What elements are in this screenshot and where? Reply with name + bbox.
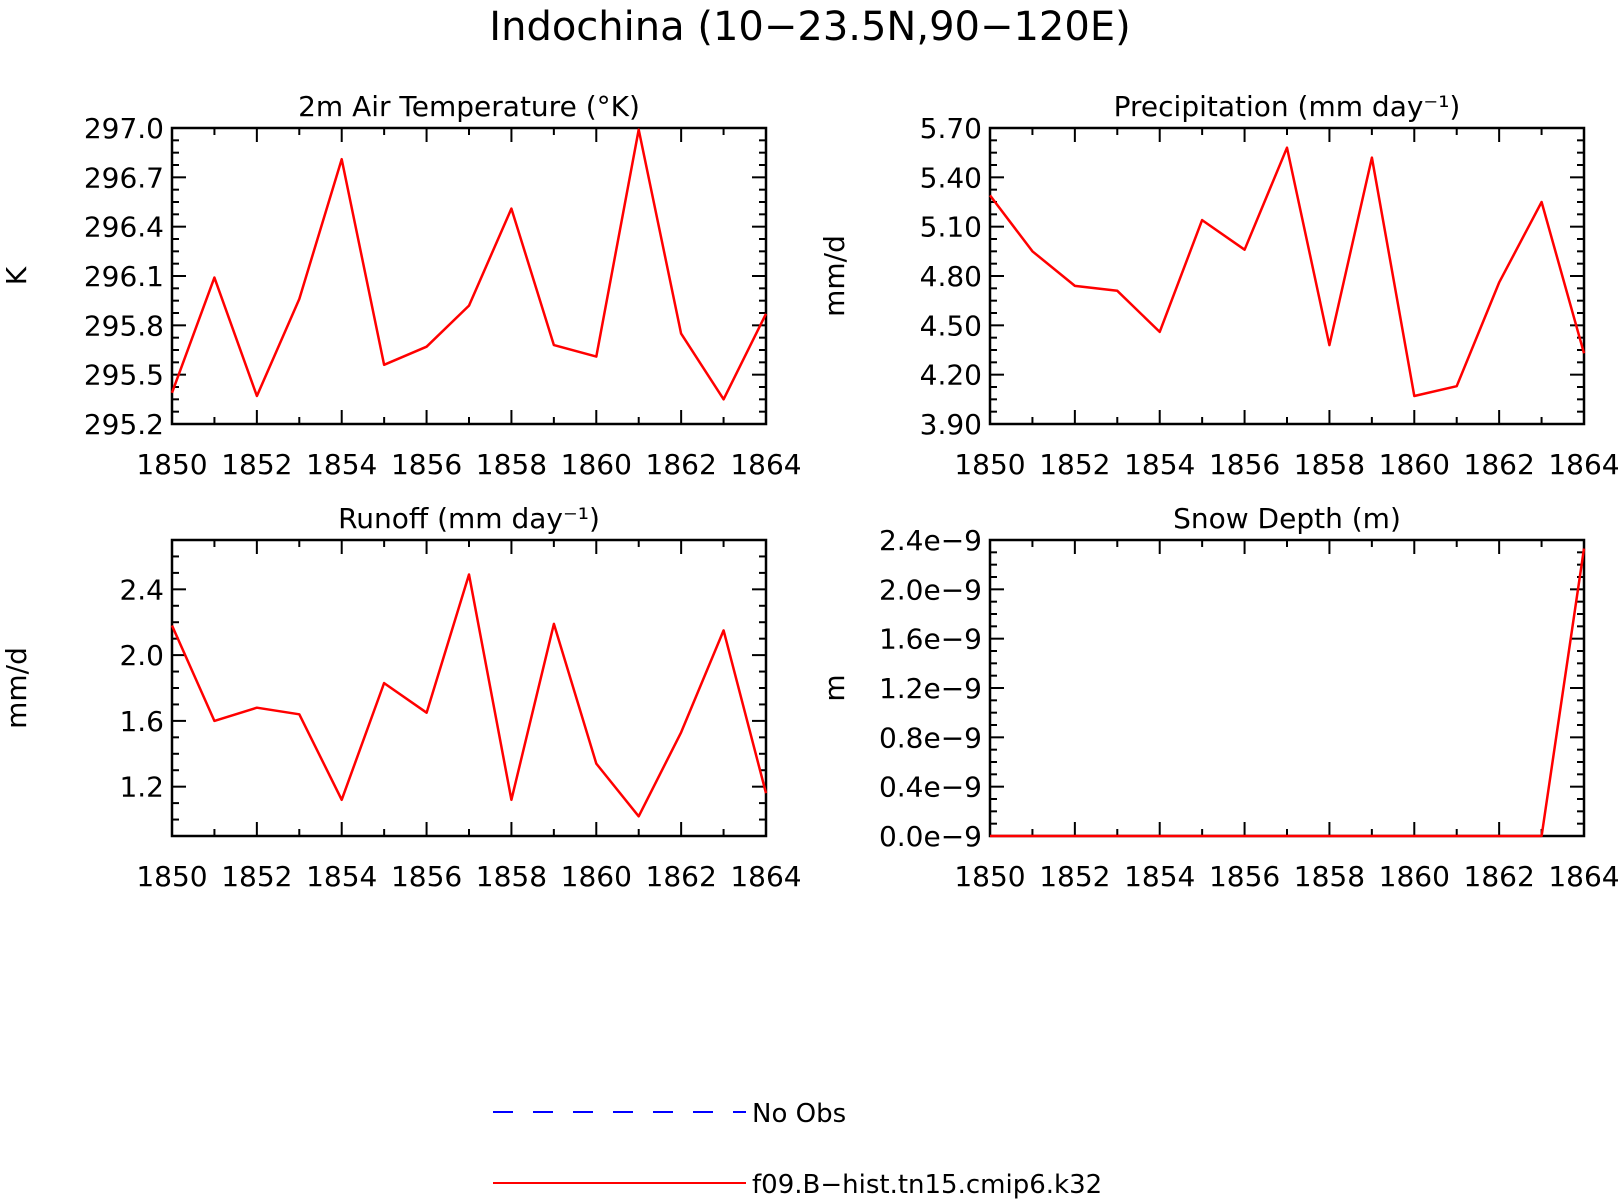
y-axis-label: m xyxy=(818,674,851,701)
x-tick-label: 1858 xyxy=(1294,448,1365,481)
x-tick-label: 1860 xyxy=(561,448,632,481)
y-tick-label: 297.0 xyxy=(84,112,164,145)
panel-title: Runoff (mm day⁻¹) xyxy=(338,502,600,535)
y-tick-label: 4.20 xyxy=(920,359,982,392)
x-tick-label: 1858 xyxy=(476,448,547,481)
x-tick-label: 1854 xyxy=(1124,860,1195,893)
x-tick-label: 1854 xyxy=(306,448,377,481)
y-tick-label: 2.4e−9 xyxy=(879,524,982,557)
y-tick-label: 296.4 xyxy=(84,211,164,244)
x-tick-label: 1852 xyxy=(1039,860,1110,893)
y-tick-label: 296.7 xyxy=(84,161,164,194)
x-tick-label: 1856 xyxy=(1209,448,1280,481)
legend: No Obs f09.B−hist.tn15.cmip6.k32 xyxy=(493,1099,1102,1200)
x-tick-label: 1852 xyxy=(221,448,292,481)
plot-frame xyxy=(170,126,768,426)
y-tick-label: 2.0e−9 xyxy=(879,573,982,606)
y-tick-label: 2.4 xyxy=(119,573,164,606)
panel-title: Precipitation (mm day⁻¹) xyxy=(1114,90,1461,123)
plot-frame xyxy=(170,538,768,838)
y-tick-label: 295.8 xyxy=(84,309,164,342)
panel-title: 2m Air Temperature (°K) xyxy=(298,90,640,123)
x-tick-label: 1856 xyxy=(391,860,462,893)
x-tick-label: 1860 xyxy=(1379,448,1450,481)
x-tick-label: 1850 xyxy=(954,860,1025,893)
x-tick-label: 1864 xyxy=(730,448,801,481)
series-line xyxy=(170,573,768,818)
x-tick-label: 1858 xyxy=(1294,860,1365,893)
y-tick-label: 5.40 xyxy=(920,161,982,194)
x-tick-label: 1864 xyxy=(1548,448,1619,481)
x-tick-label: 1850 xyxy=(136,448,207,481)
figure-title: Indochina (10−23.5N,90−120E) xyxy=(489,4,1130,50)
y-tick-label: 0.8e−9 xyxy=(879,721,982,754)
y-tick-label: 1.6 xyxy=(119,705,164,738)
x-tick-label: 1850 xyxy=(954,448,1025,481)
x-tick-label: 1862 xyxy=(646,448,717,481)
panel-air-temperature: 2m Air Temperature (°K) K 1850 1852 1854 1856… xyxy=(0,90,802,481)
x-tick-label: 1854 xyxy=(306,860,377,893)
panel-title: Snow Depth (m) xyxy=(1173,502,1401,535)
y-tick-label: 1.2 xyxy=(119,771,164,804)
y-tick-label: 1.6e−9 xyxy=(879,623,982,656)
series-line xyxy=(989,146,1586,398)
y-tick-label: 296.1 xyxy=(84,260,164,293)
y-tick-label: 4.50 xyxy=(920,309,982,342)
x-tick-label: 1854 xyxy=(1124,448,1195,481)
x-tick-label: 1864 xyxy=(730,860,801,893)
y-tick-label: 5.10 xyxy=(920,211,982,244)
x-tick-label: 1862 xyxy=(1464,860,1535,893)
legend-label-no-obs: No Obs xyxy=(752,1099,846,1129)
panel-runoff: Runoff (mm day⁻¹) mm/d 1850 1852 1854 1856 185… xyxy=(0,502,802,893)
x-tick-label: 1856 xyxy=(1209,860,1280,893)
y-tick-label: 295.2 xyxy=(84,408,164,441)
y-tick-label: 295.5 xyxy=(84,359,164,392)
series-line xyxy=(990,548,1586,838)
y-tick-label: 3.90 xyxy=(920,408,982,441)
x-tick-label: 1860 xyxy=(1379,860,1450,893)
y-tick-label: 5.70 xyxy=(920,112,982,145)
y-tick-label: 2.0 xyxy=(119,639,164,672)
x-tick-label: 1852 xyxy=(221,860,292,893)
x-tick-label: 1862 xyxy=(646,860,717,893)
x-tick-label: 1862 xyxy=(1464,448,1535,481)
x-tick-label: 1860 xyxy=(561,860,632,893)
plot-frame xyxy=(988,126,1586,426)
x-tick-label: 1864 xyxy=(1548,860,1619,893)
plot-frame xyxy=(988,538,1586,838)
y-tick-label: 4.80 xyxy=(920,260,982,293)
legend-label-model: f09.B−hist.tn15.cmip6.k32 xyxy=(752,1170,1102,1200)
y-tick-label: 0.0e−9 xyxy=(879,820,982,853)
y-axis-label: K xyxy=(0,266,33,285)
y-tick-label: 1.2e−9 xyxy=(879,672,982,705)
y-axis-label: mm/d xyxy=(0,647,33,729)
x-tick-label: 1856 xyxy=(391,448,462,481)
x-tick-label: 1850 xyxy=(136,860,207,893)
panel-snow-depth: Snow Depth (m) m 1850 1852 1854 1856 1858 1860 1… xyxy=(818,502,1620,893)
y-axis-label: mm/d xyxy=(818,235,851,317)
series-line xyxy=(170,128,768,401)
x-tick-label: 1852 xyxy=(1039,448,1110,481)
x-tick-label: 1858 xyxy=(476,860,547,893)
y-tick-label: 0.4e−9 xyxy=(879,771,982,804)
panel-precipitation: Precipitation (mm day⁻¹) mm/d 1850 1852 1854… xyxy=(818,90,1620,481)
